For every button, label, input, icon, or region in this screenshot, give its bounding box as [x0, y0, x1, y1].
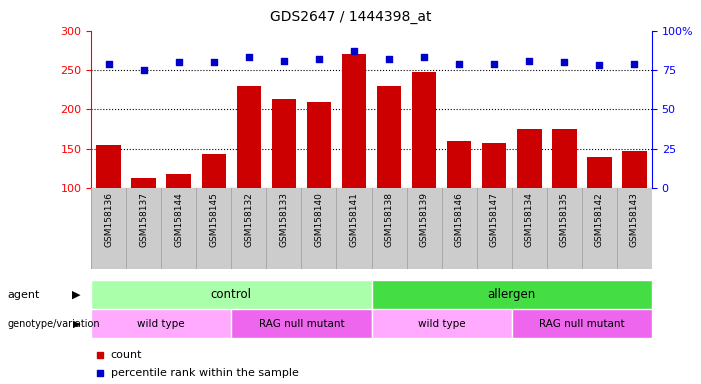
Point [489, 61, 500, 67]
Bar [552, 129, 576, 188]
Bar [91, 280, 372, 309]
Point [454, 61, 465, 67]
Text: ▶: ▶ [73, 318, 81, 329]
Point [138, 67, 149, 73]
Text: GSM158140: GSM158140 [315, 192, 323, 247]
Text: ▶: ▶ [72, 290, 81, 300]
Text: wild type: wild type [137, 318, 185, 329]
Text: GSM158143: GSM158143 [630, 192, 639, 247]
Point [313, 56, 325, 62]
Bar [97, 145, 121, 188]
Point [418, 55, 430, 61]
Text: GDS2647 / 1444398_at: GDS2647 / 1444398_at [270, 10, 431, 23]
Bar [307, 103, 332, 188]
Point [208, 59, 219, 65]
Text: percentile rank within the sample: percentile rank within the sample [111, 367, 299, 377]
Bar [132, 178, 156, 188]
Text: GSM158134: GSM158134 [525, 192, 533, 247]
Point [383, 56, 395, 62]
Text: GSM158138: GSM158138 [385, 192, 393, 247]
Point [243, 55, 254, 61]
Text: control: control [211, 288, 252, 301]
Text: GSM158132: GSM158132 [245, 192, 253, 247]
Point [594, 62, 605, 68]
Bar [202, 154, 226, 188]
Bar [412, 72, 436, 188]
Bar [372, 309, 512, 338]
Bar [377, 86, 402, 188]
Bar [91, 309, 231, 338]
Text: GSM158136: GSM158136 [104, 192, 113, 247]
Text: GSM158144: GSM158144 [175, 192, 183, 247]
Bar [512, 309, 652, 338]
Point [278, 58, 290, 64]
Text: genotype/variation: genotype/variation [7, 318, 100, 329]
Point [524, 58, 535, 64]
Text: agent: agent [7, 290, 39, 300]
Point [629, 61, 640, 67]
Text: GSM158137: GSM158137 [139, 192, 148, 247]
Text: count: count [111, 350, 142, 360]
Bar [231, 309, 372, 338]
Point [94, 369, 105, 376]
Bar [372, 280, 652, 309]
Text: GSM158147: GSM158147 [490, 192, 498, 247]
Text: GSM158145: GSM158145 [210, 192, 218, 247]
Bar [167, 174, 191, 188]
Bar [237, 86, 261, 188]
Point [173, 59, 184, 65]
Bar [517, 129, 542, 188]
Bar [622, 151, 647, 188]
Point [348, 48, 360, 54]
Text: GSM158135: GSM158135 [560, 192, 569, 247]
Bar [482, 142, 507, 188]
Bar [272, 99, 297, 188]
Bar [587, 157, 612, 188]
Text: RAG null mutant: RAG null mutant [259, 318, 344, 329]
Point [103, 61, 114, 67]
Text: RAG null mutant: RAG null mutant [539, 318, 625, 329]
Text: GSM158133: GSM158133 [280, 192, 288, 247]
Text: GSM158142: GSM158142 [595, 192, 604, 247]
Text: GSM158139: GSM158139 [420, 192, 428, 247]
Text: GSM158146: GSM158146 [455, 192, 463, 247]
Text: GSM158141: GSM158141 [350, 192, 358, 247]
Point [94, 352, 105, 358]
Bar [342, 55, 367, 188]
Text: wild type: wild type [418, 318, 465, 329]
Point [559, 59, 570, 65]
Bar [447, 141, 472, 188]
Text: allergen: allergen [488, 288, 536, 301]
